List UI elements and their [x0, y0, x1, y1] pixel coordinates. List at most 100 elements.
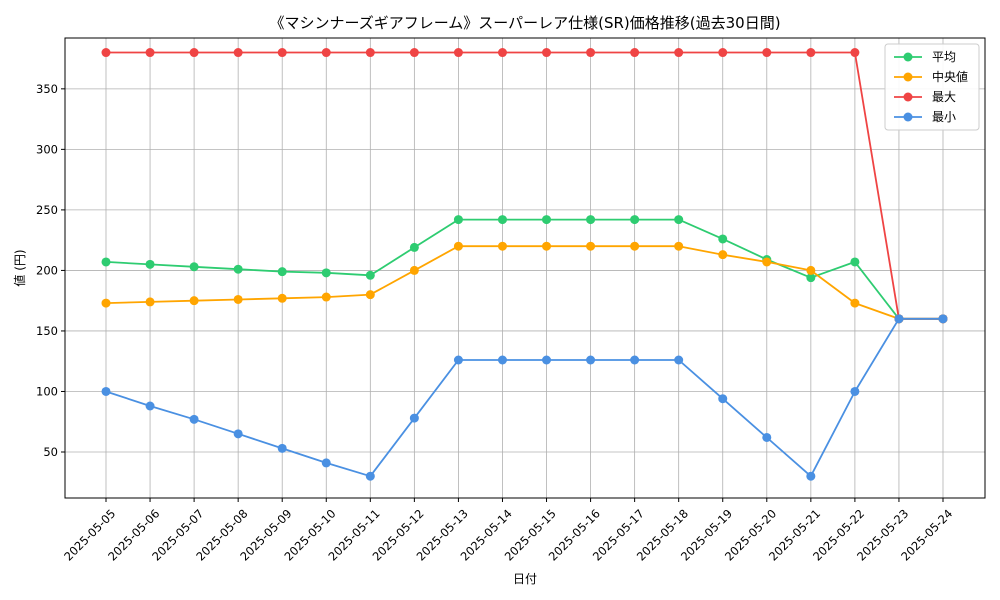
- series-line: [105, 218, 943, 320]
- legend-label: 中央値: [932, 69, 968, 84]
- data-point: [497, 355, 507, 365]
- data-point: [762, 257, 772, 267]
- data-point: [894, 314, 904, 324]
- legend-label: 最小: [932, 110, 956, 124]
- y-axis: 50 100 150 200 250 300 350: [36, 82, 65, 459]
- data-point: [806, 48, 816, 58]
- series-2: [101, 48, 948, 324]
- data-point: [145, 259, 155, 269]
- data-point: [718, 234, 728, 244]
- y-tick-label: 300: [36, 142, 58, 156]
- data-point: [189, 296, 199, 306]
- series-line: [105, 245, 943, 320]
- data-point: [630, 355, 640, 365]
- data-point: [233, 429, 243, 439]
- legend-box: [884, 43, 980, 131]
- data-point: [101, 298, 111, 308]
- data-point: [277, 48, 287, 58]
- data-point: [850, 298, 860, 308]
- data-point: [321, 48, 331, 58]
- data-point: [321, 458, 331, 468]
- data-point: [630, 241, 640, 251]
- legend-marker: [903, 92, 913, 102]
- data-point: [674, 241, 684, 251]
- data-point: [277, 443, 287, 453]
- data-point: [542, 215, 552, 225]
- data-point: [321, 268, 331, 278]
- y-tick-label: 350: [36, 82, 58, 96]
- data-point: [365, 471, 375, 481]
- data-point: [497, 48, 507, 58]
- legend-marker: [903, 72, 913, 82]
- data-point: [718, 48, 728, 58]
- data-point: [453, 48, 463, 58]
- data-point: [674, 355, 684, 365]
- y-tick-label: 250: [36, 203, 58, 217]
- x-axis: 2025-05-052025-05-062025-05-072025-05-08…: [61, 498, 955, 564]
- data-point: [542, 48, 552, 58]
- legend-label: 平均: [932, 50, 956, 64]
- y-tick-label: 200: [36, 263, 58, 277]
- data-point: [233, 48, 243, 58]
- data-point: [586, 48, 596, 58]
- data-point: [806, 273, 816, 283]
- y-tick-label: 150: [36, 324, 58, 338]
- data-point: [718, 250, 728, 260]
- data-point: [497, 215, 507, 225]
- data-point: [365, 290, 375, 300]
- data-point: [497, 241, 507, 251]
- data-point: [850, 257, 860, 267]
- data-point: [542, 355, 552, 365]
- data-point: [145, 48, 155, 58]
- data-point: [145, 297, 155, 307]
- y-tick-label: 100: [36, 384, 58, 398]
- data-point: [321, 292, 331, 302]
- legend-marker: [903, 112, 913, 122]
- data-point: [674, 215, 684, 225]
- data-point: [189, 414, 199, 424]
- data-point: [806, 471, 816, 481]
- data-point: [277, 293, 287, 303]
- data-point: [409, 48, 419, 58]
- data-point: [409, 265, 419, 275]
- plot-frame: [64, 37, 986, 499]
- data-point: [938, 314, 948, 324]
- data-point: [762, 48, 772, 58]
- x-axis-title: 日付: [513, 572, 537, 586]
- series-line: [106, 51, 943, 320]
- data-point: [850, 386, 860, 396]
- grid: [65, 38, 985, 498]
- data-point: [453, 241, 463, 251]
- data-point: [850, 48, 860, 58]
- data-point: [674, 48, 684, 58]
- data-point: [718, 394, 728, 404]
- data-point: [453, 355, 463, 365]
- data-point: [365, 48, 375, 58]
- data-point: [453, 215, 463, 225]
- data-point: [586, 215, 596, 225]
- data-point: [233, 294, 243, 304]
- y-axis-title: 値 (円): [12, 249, 27, 286]
- data-point: [586, 241, 596, 251]
- legend-marker: [903, 52, 913, 62]
- y-tick-label: 50: [43, 445, 58, 459]
- data-point: [630, 215, 640, 225]
- data-point: [409, 242, 419, 252]
- data-point: [101, 257, 111, 267]
- data-point: [630, 48, 640, 58]
- series-0: [101, 215, 948, 324]
- data-point: [586, 355, 596, 365]
- data-point: [762, 432, 772, 442]
- chart-title: 《マシンナーズギアフレーム》スーパーレア仕様(SR)価格推移(過去30日間): [269, 14, 780, 32]
- series-layer: [101, 48, 948, 481]
- data-point: [145, 401, 155, 411]
- data-point: [542, 241, 552, 251]
- data-point: [277, 267, 287, 277]
- legend-label: 最大: [932, 90, 956, 104]
- data-point: [233, 264, 243, 274]
- data-point: [409, 413, 419, 423]
- data-point: [101, 48, 111, 58]
- data-point: [189, 262, 199, 272]
- series-1: [101, 241, 948, 324]
